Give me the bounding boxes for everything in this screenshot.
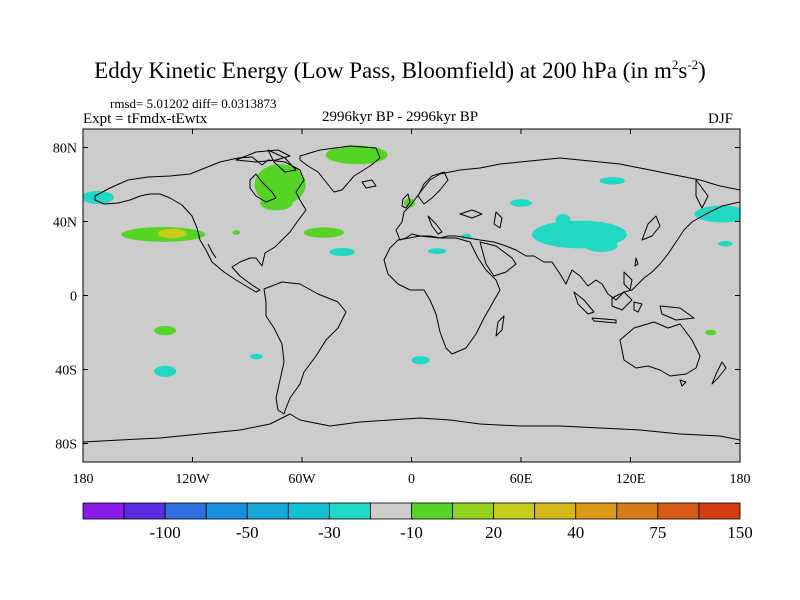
x-tick-label: 60E [510, 472, 533, 487]
coastline-iceland [361, 179, 377, 189]
colorbar-label: -30 [318, 523, 341, 542]
colorbar-swatch [123, 502, 166, 520]
coastline-arabia [479, 241, 517, 277]
colorbar-swatch [698, 502, 741, 520]
colorbar-swatch [205, 502, 248, 520]
anomaly-n-africa-low [427, 248, 447, 255]
coastline-greenland [299, 145, 381, 193]
x-tick-label: 120W [175, 472, 210, 487]
coastline-java [591, 317, 617, 324]
colorbar-swatch [246, 502, 289, 520]
chart-title: Eddy Kinetic Energy (Low Pass, Bloomfiel… [94, 57, 706, 83]
y-axis: 80N 40N 0 40S 80S [53, 142, 740, 453]
colorbar-label: 75 [649, 523, 666, 542]
coastline-borneo [611, 291, 633, 311]
colorbar-swatch [328, 502, 371, 520]
colorbar-label: 150 [727, 523, 753, 542]
coastline-sulawesi [633, 301, 643, 313]
coastline-scandinavia [417, 171, 449, 205]
x-tick-label: 120E [616, 472, 646, 487]
anomaly-tasman-high [705, 329, 717, 336]
coastline-new-zealand [711, 361, 727, 385]
x-tick-label: 0 [408, 472, 415, 487]
experiment-label: Expt = tFmdx-tEwtx [83, 111, 208, 127]
anomaly-us-east-high [232, 230, 240, 236]
colorbar-label: -50 [236, 523, 259, 542]
x-tick-label: 180 [73, 472, 94, 487]
colorbar-swatch [82, 502, 125, 520]
anomaly-chile-low [249, 353, 263, 360]
colorbar-swatch [287, 502, 330, 520]
colorbar-swatch [534, 502, 577, 520]
season-label: DJF [708, 111, 734, 127]
coastline-antarctica [83, 413, 740, 443]
period-label: 2996kyr BP - 2996kyr BP [322, 109, 479, 125]
coastline-caspian [493, 211, 503, 229]
colorbar-swatch [370, 502, 412, 520]
coastline-philippines [623, 271, 633, 291]
coastline-kamchatka [695, 179, 709, 209]
colorbar-swatch [164, 502, 207, 520]
x-tick-label: 60W [288, 472, 316, 487]
coastline-hudson-bay [249, 173, 277, 203]
anomaly-siberia-low [599, 177, 626, 185]
coastline-taiwan [634, 257, 639, 267]
coastline-great-britain [401, 193, 411, 209]
coastline-baffin [267, 149, 297, 173]
colorbar-label: -10 [400, 523, 423, 542]
anomaly-n-central-asia-low [510, 199, 532, 207]
anomaly-alaska-low [83, 190, 115, 204]
coastline-black-sea [459, 209, 483, 219]
y-tick-label: 80N [53, 142, 77, 157]
coastline-new-guinea [659, 305, 695, 321]
anomaly-nw-pacific-low [694, 205, 740, 223]
colorbar-swatch [657, 502, 700, 520]
anomaly-w-atlantic-high [303, 227, 344, 238]
anomaly-canada-high [254, 164, 306, 205]
colorbar-swatch [616, 502, 659, 520]
anomaly-canada-high-2 [260, 195, 293, 211]
coastline-madagascar [495, 315, 505, 337]
anomaly-s-atlantic-low [411, 356, 430, 365]
x-tick-label: 180 [730, 472, 751, 487]
coastline-japan [641, 215, 661, 241]
colorbar-swatch [411, 502, 453, 520]
anomaly-s-pacific-high [154, 326, 177, 336]
colorbar-swatch [452, 502, 495, 520]
colorbar-label: -100 [150, 523, 181, 542]
colorbar-swatch [493, 502, 536, 520]
y-tick-label: 40N [53, 216, 77, 231]
statistics-label: rmsd= 5.01202 diff= 0.0313873 [110, 96, 277, 111]
anomaly-layer [83, 145, 740, 377]
anomaly-mid-atlantic-low [329, 247, 355, 257]
coastlines [83, 145, 740, 443]
anomaly-n-pacific-peak [157, 228, 188, 239]
coastline-australia [619, 321, 701, 377]
anomaly-greenland-high [325, 145, 388, 165]
anomaly-tibet-low [584, 239, 618, 253]
coastline-tasmania [679, 379, 687, 387]
anomaly-w-pacific-low [718, 240, 733, 247]
y-tick-label: 80S [55, 438, 77, 453]
anomaly-s-pacific-low [154, 365, 177, 377]
coastline-arctic-islands [235, 149, 291, 163]
coastline-sumatra [573, 291, 595, 315]
coastline-italy [427, 215, 443, 235]
y-tick-label: 40S [55, 364, 77, 379]
coastline-eurasia [395, 157, 740, 301]
coastline-africa [383, 235, 501, 355]
y-tick-label: 0 [70, 290, 77, 305]
map-background [83, 129, 740, 462]
coastline-south-america [263, 281, 347, 415]
colorbar-swatch [575, 502, 618, 520]
colorbar-label: 20 [485, 523, 502, 542]
colorbar: -100 -50 -30 -10 20 40 75 150 [82, 502, 753, 542]
coastline-baja [207, 243, 217, 259]
x-axis: 180 120W 60W 0 60E 120E 180 [73, 129, 751, 487]
colorbar-label: 40 [567, 523, 584, 542]
